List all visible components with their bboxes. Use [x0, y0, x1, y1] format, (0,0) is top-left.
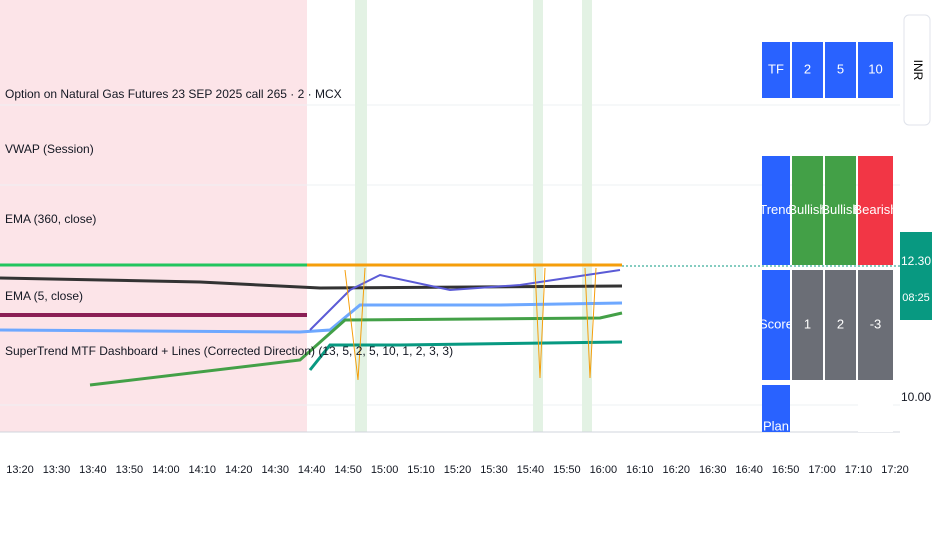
dashboard-cell — [825, 270, 856, 380]
time-label: 14:40 — [298, 464, 326, 476]
dashboard-text: Bullish — [788, 202, 826, 217]
dashboard-cell — [858, 156, 893, 265]
time-label: 17:00 — [808, 464, 836, 476]
time-label: 15:40 — [517, 464, 545, 476]
dashboard-cell — [792, 42, 823, 98]
indicator-label: VWAP (Session) — [5, 142, 94, 156]
dashboard-text: Score — [759, 316, 793, 331]
dashboard-cell — [825, 42, 856, 98]
last-price: 12.30 — [901, 254, 931, 268]
session-shade — [0, 0, 307, 432]
time-label: 16:10 — [626, 464, 654, 476]
dashboard-text: Bearish — [853, 202, 897, 217]
time-label: 13:30 — [43, 464, 71, 476]
dashboard-cell — [792, 156, 823, 265]
currency-box[interactable] — [903, 14, 931, 126]
dashboard-cell — [825, 156, 856, 265]
time-label: 15:50 — [553, 464, 581, 476]
time-label: 16:40 — [735, 464, 763, 476]
time-label: 15:10 — [407, 464, 435, 476]
dashboard-text: 2 — [804, 61, 811, 76]
dashboard-cell — [858, 42, 893, 98]
dashboard-cell — [858, 270, 893, 380]
signal-bands — [355, 0, 592, 432]
time-label: 13:40 — [79, 464, 107, 476]
dashboard-text: TF — [768, 61, 784, 76]
dashboard-text: Neutral — [855, 418, 897, 433]
indicator-label: EMA (360, close) — [5, 212, 96, 226]
indicator-lines — [0, 263, 900, 387]
price-label — [900, 232, 932, 320]
dashboard-cell — [792, 270, 823, 380]
dashboard-cell — [762, 156, 790, 265]
dashboard-text: -3 — [870, 316, 882, 331]
time-label: 17:20 — [881, 464, 909, 476]
indicator-label: EMA (5, close) — [5, 289, 83, 303]
dashboard-cell — [762, 42, 790, 98]
dashboard-text: Plan — [763, 418, 789, 433]
dashboard-cell — [762, 385, 790, 432]
time-label: 16:30 — [699, 464, 727, 476]
time-axis: 13:20 13:30 13:40 13:50 14:00 14:10 14:20 14:30… — [6, 464, 909, 476]
indicator-label: SuperTrend MTF Dashboard + Lines (Correc… — [5, 344, 453, 358]
time-label: 13:20 — [6, 464, 34, 476]
price-level: 10.00 — [901, 390, 931, 404]
currency: INR — [911, 60, 925, 81]
time-label: 16:20 — [662, 464, 690, 476]
time-label: 14:30 — [261, 464, 289, 476]
legend: Option on Natural Gas Futures 23 SEP 202… — [5, 87, 453, 358]
time-label: 13:50 — [116, 464, 144, 476]
dashboard-text: Trend — [759, 202, 792, 217]
grid — [0, 104, 900, 406]
dashboard-cell — [858, 385, 893, 432]
dashboard-text: 5 — [837, 61, 844, 76]
time-label: 15:30 — [480, 464, 508, 476]
time-label: 14:20 — [225, 464, 253, 476]
dashboard-text: 1 — [804, 316, 811, 331]
time-label: 17:10 — [845, 464, 873, 476]
time-label: 15:20 — [444, 464, 472, 476]
countdown: 08:25 — [902, 292, 930, 304]
time-label: 16:50 — [772, 464, 800, 476]
symbol-title: Option on Natural Gas Futures 23 SEP 202… — [5, 87, 342, 101]
dashboard-text: Bullish — [821, 202, 859, 217]
time-label: 15:00 — [371, 464, 399, 476]
dashboard-cell — [762, 270, 790, 380]
time-label: 14:00 — [152, 464, 180, 476]
time-label: 14:50 — [334, 464, 362, 476]
time-label: 14:10 — [189, 464, 217, 476]
dashboard-text: 10 — [868, 61, 882, 76]
time-label: 16:00 — [590, 464, 618, 476]
dashboard-text: 2 — [837, 316, 844, 331]
